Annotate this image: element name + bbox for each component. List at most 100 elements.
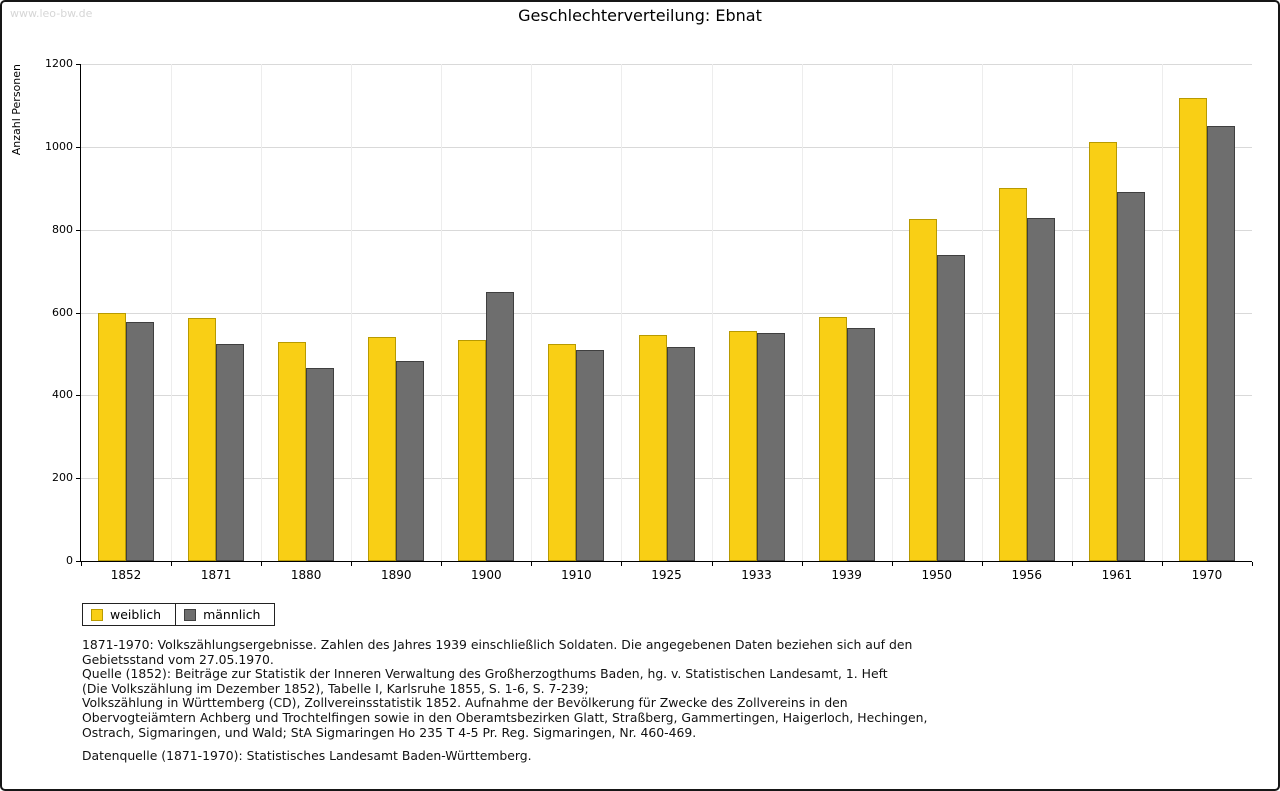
y-axis-tick: [76, 312, 80, 314]
y-axis-tick-label: 200: [52, 471, 73, 485]
y-axis-tick-label: 1000: [45, 139, 73, 153]
x-axis-tick: [171, 562, 173, 566]
bar-männlich-1956: [1026, 218, 1055, 561]
y-axis-tick: [76, 64, 80, 65]
watermark: www.leo-bw.de: [10, 7, 93, 20]
bar-weiblich-1970: [1178, 97, 1207, 561]
x-axis-tick: [711, 562, 713, 566]
bar-weiblich-1961: [1088, 141, 1117, 561]
vertical-gridline: [801, 64, 803, 561]
source-note-line: Quelle (1852): Beiträge zur Statistik de…: [82, 666, 888, 682]
y-axis-tick-label: 1200: [45, 57, 73, 70]
x-axis-tick: [891, 562, 893, 566]
x-axis-tick-label: 1852: [110, 568, 142, 582]
maennlich-swatch: [184, 608, 197, 621]
bar-männlich-1880: [306, 368, 335, 561]
plot-area: 0 200 400 600 800 1000 1200 1852 1871 1880 1890 190…: [45, 57, 1253, 582]
bar-männlich-1871: [216, 344, 245, 561]
bar-männlich-1910: [576, 350, 605, 561]
legend: weiblich männlich: [82, 603, 276, 626]
bar-männlich-1890: [396, 361, 425, 561]
horizontal-gridline: [81, 146, 1252, 148]
x-axis-tick-label: 1939: [831, 568, 862, 582]
bar-männlich-1950: [936, 254, 965, 561]
x-axis-tick-label: 1880: [290, 568, 322, 582]
y-axis-label: Anzahl Personen: [10, 64, 23, 156]
vertical-gridline: [1161, 64, 1163, 561]
bar-weiblich-1956: [998, 188, 1027, 561]
datasource-line: Datenquelle (1871-1970): Statistisches L…: [82, 748, 532, 764]
bar-weiblich-1880: [278, 341, 307, 561]
source-note-line: Gebietsstand vom 27.05.1970.: [82, 651, 274, 667]
legend-item-weiblich: weiblich: [83, 604, 175, 625]
x-axis-tick: [621, 562, 623, 566]
bar-männlich-1961: [1116, 191, 1145, 561]
x-axis-tick: [1071, 562, 1073, 566]
horizontal-gridline: [81, 312, 1252, 314]
source-note-line: (Die Volkszählung im Dezember 1852), Tab…: [82, 680, 589, 696]
horizontal-gridline: [81, 229, 1252, 231]
chart-title: Geschlechterverteilung: Ebnat: [518, 6, 762, 25]
x-axis-tick-label: 1956: [1011, 568, 1043, 582]
y-axis-tick: [76, 478, 80, 480]
vertical-gridline: [531, 64, 533, 561]
y-axis-tick: [76, 395, 80, 397]
x-axis-tick: [441, 562, 443, 566]
bar-weiblich-1925: [638, 335, 667, 561]
legend-label-weiblich: weiblich: [110, 607, 162, 622]
x-axis-tick-label: 1900: [471, 568, 502, 582]
x-axis-tick: [261, 562, 263, 566]
y-axis-tick-label: 400: [52, 388, 73, 402]
x-axis-tick: [1161, 562, 1163, 566]
vertical-gridline: [171, 64, 173, 561]
vertical-gridline: [261, 64, 263, 561]
source-note-line: Obervogteiämtern Achberg und Trochtelfin…: [82, 709, 928, 725]
y-axis-tick-label: 800: [52, 222, 73, 236]
bar-männlich-1970: [1206, 125, 1235, 561]
x-axis-tick-label: 1970: [1191, 568, 1223, 582]
x-axis-tick-label: 1925: [651, 568, 682, 582]
bar-männlich-1933: [756, 333, 785, 561]
x-axis-tick: [531, 562, 533, 566]
legend-item-maennlich: männlich: [175, 604, 274, 625]
bar-männlich-1900: [486, 292, 515, 561]
x-axis-tick: [981, 562, 983, 566]
x-axis-tick-label: 1890: [380, 568, 412, 582]
vertical-gridline: [891, 64, 893, 561]
vertical-gridline: [711, 64, 713, 561]
x-axis-tick: [1252, 562, 1253, 566]
bar-weiblich-1910: [548, 343, 577, 561]
x-axis-tick: [81, 562, 82, 566]
bar-weiblich-1890: [368, 337, 397, 561]
bar-weiblich-1852: [98, 312, 127, 561]
bar-männlich-1852: [126, 322, 155, 561]
horizontal-gridline: [81, 64, 1252, 65]
vertical-gridline: [441, 64, 443, 561]
x-axis-tick-label: 1871: [200, 568, 232, 582]
y-axis-tick: [76, 229, 80, 231]
bar-männlich-1925: [666, 347, 695, 561]
bar-weiblich-1939: [818, 317, 847, 561]
x-axis-tick-label: 1950: [921, 568, 952, 582]
bar-weiblich-1933: [728, 331, 757, 561]
source-note-line: Volkszählung in Württemberg (CD), Zollve…: [82, 695, 848, 711]
x-axis-tick: [801, 562, 803, 566]
vertical-gridline: [981, 64, 983, 561]
bar-männlich-1939: [846, 328, 875, 561]
bar-weiblich-1900: [458, 340, 487, 561]
bar-weiblich-1871: [188, 317, 217, 561]
bar-weiblich-1950: [908, 218, 937, 561]
y-axis-tick: [76, 146, 80, 148]
source-notes: 1871-1970: Volkszählungsergebnisse. Zahl…: [82, 637, 1222, 764]
y-axis-tick: [76, 561, 80, 562]
x-axis-tick-label: 1910: [561, 568, 592, 582]
x-axis-tick-label: 1933: [741, 568, 772, 582]
x-axis-tick: [351, 562, 353, 566]
vertical-gridline: [351, 64, 353, 561]
y-axis-tick-label: 0: [66, 554, 73, 567]
source-note-line: 1871-1970: Volkszählungsergebnisse. Zahl…: [82, 637, 913, 652]
source-note-lines: 1871-1970: Volkszählungsergebnisse. Zahl…: [82, 637, 1222, 740]
x-axis-tick-label: 1961: [1101, 568, 1133, 582]
weiblich-swatch: [91, 608, 103, 621]
vertical-gridline: [1071, 64, 1073, 561]
